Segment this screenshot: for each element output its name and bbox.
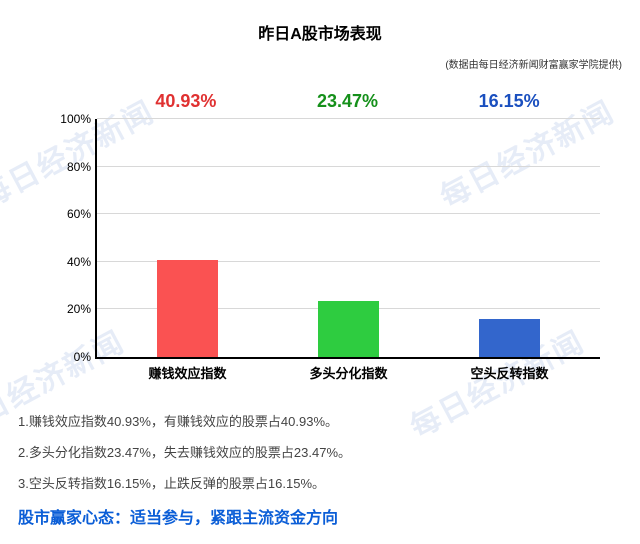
percent-label: 16.15% — [479, 91, 540, 112]
note-line: 3.空头反转指数16.15%，止跌反弹的股票占16.15%。 — [18, 473, 622, 492]
y-tick-label: 20% — [67, 302, 97, 316]
bar — [157, 260, 217, 357]
footer-text: 股市赢家心态：适当参与，紧跟主流资金方向 — [18, 504, 622, 528]
y-tick-label: 60% — [67, 207, 97, 221]
notes-block: 1.赚钱效应指数40.93%，有赚钱效应的股票占40.93%。 2.多头分化指数2… — [18, 411, 622, 492]
gridline — [97, 166, 600, 167]
x-tick-label: 赚钱效应指数 — [149, 357, 227, 382]
gridline — [97, 213, 600, 214]
note-line: 2.多头分化指数23.47%，失去赚钱效应的股票占23.47%。 — [18, 442, 622, 461]
percent-label: 23.47% — [317, 91, 378, 112]
bar — [479, 319, 539, 357]
chart-subtitle: (数据由每日经济新闻财富赢家学院提供) — [0, 56, 640, 71]
y-tick-label: 0% — [74, 350, 97, 364]
plot-region: 0%20%40%60%80%100%赚钱效应指数多头分化指数空头反转指数 — [95, 119, 600, 359]
x-tick-label: 空头反转指数 — [470, 357, 548, 382]
y-tick-label: 100% — [60, 112, 97, 126]
y-tick-label: 40% — [67, 255, 97, 269]
gridline — [97, 118, 600, 119]
chart-area: 40.93%23.47%16.15% 0%20%40%60%80%100%赚钱效… — [55, 89, 600, 389]
bar — [318, 301, 378, 357]
chart-title: 昨日A股市场表现 — [0, 0, 640, 44]
x-tick-label: 多头分化指数 — [309, 357, 387, 382]
note-line: 1.赚钱效应指数40.93%，有赚钱效应的股票占40.93%。 — [18, 411, 622, 430]
y-tick-label: 80% — [67, 160, 97, 174]
percent-label: 40.93% — [155, 91, 216, 112]
